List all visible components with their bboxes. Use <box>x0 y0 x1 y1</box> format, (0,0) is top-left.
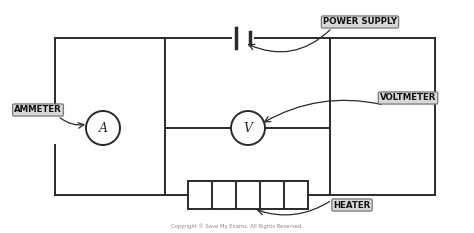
Text: HEATER: HEATER <box>333 201 371 209</box>
FancyBboxPatch shape <box>188 181 308 209</box>
Text: A: A <box>99 121 108 134</box>
Circle shape <box>86 111 120 145</box>
Text: VOLTMETER: VOLTMETER <box>380 93 436 103</box>
Text: AMMETER: AMMETER <box>14 106 62 114</box>
Text: V: V <box>244 121 253 134</box>
Circle shape <box>231 111 265 145</box>
Text: Copyright © Save My Exams. All Rights Reserved.: Copyright © Save My Exams. All Rights Re… <box>171 223 303 229</box>
Text: POWER SUPPLY: POWER SUPPLY <box>323 17 397 27</box>
